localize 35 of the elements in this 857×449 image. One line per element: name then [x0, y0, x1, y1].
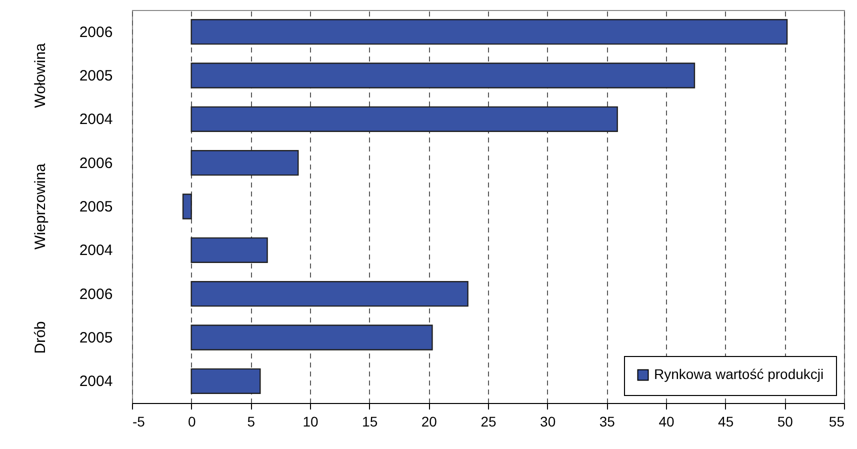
bar: [190, 19, 788, 45]
y-tick-label: 2006: [79, 286, 113, 303]
bar: [182, 194, 192, 220]
y-tick-label: 2006: [79, 154, 113, 172]
y-tick-label: 2005: [79, 198, 113, 216]
text: Drób: [32, 321, 49, 354]
bar: [190, 237, 268, 263]
x-tick-label: 45: [718, 414, 734, 430]
x-tick-label: 30: [540, 414, 556, 430]
x-tick-label: 5: [247, 414, 256, 430]
text: Wołowina: [32, 42, 49, 108]
bar: [190, 150, 299, 176]
x-tick-label: 25: [480, 414, 496, 430]
y-tick-label: 2005: [79, 68, 113, 84]
x-tick-label: -5: [132, 414, 146, 430]
bar: [190, 324, 433, 350]
x-tick-label: 35: [599, 414, 616, 430]
text: Wieprzowina: [32, 162, 49, 250]
y-tick-label: 2006: [79, 24, 113, 41]
x-tick-label: 50: [777, 414, 794, 430]
bar: [190, 368, 261, 394]
x-tick-label: 10: [302, 414, 318, 430]
y-tick-label: 2004: [79, 373, 113, 390]
y-tick-label: 2004: [79, 111, 113, 128]
bar: [190, 62, 696, 88]
bar: [190, 106, 618, 132]
legend-label: Rynkowa wartość produkcji: [654, 366, 824, 382]
x-tick-label: 15: [362, 414, 378, 430]
y-tick-label: 2004: [79, 242, 113, 260]
x-tick-label: 20: [421, 414, 438, 430]
bar: [190, 281, 468, 307]
x-tick-label: 55: [828, 414, 845, 430]
x-tick-label: 0: [188, 414, 196, 430]
y-tick-label: 2005: [79, 330, 113, 346]
x-tick-label: 40: [658, 414, 674, 430]
